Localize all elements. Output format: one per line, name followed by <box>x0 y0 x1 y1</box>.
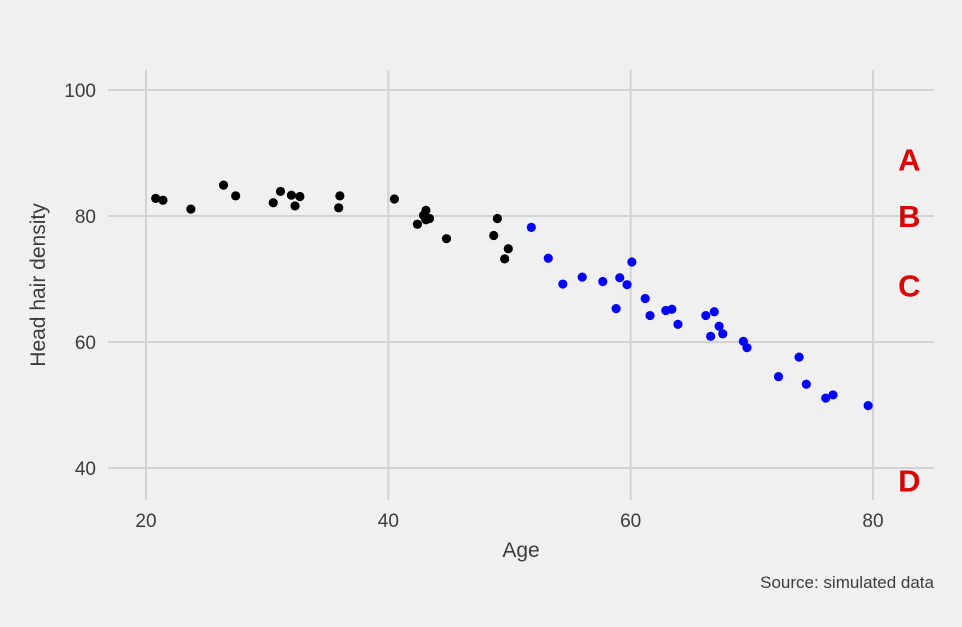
data-point <box>186 204 196 214</box>
data-point <box>412 219 423 229</box>
data-point <box>290 201 300 211</box>
y-axis-title: Head hair density <box>27 203 50 367</box>
data-point <box>526 222 536 232</box>
grid <box>108 70 934 500</box>
data-point <box>667 304 677 314</box>
x-tick-label: 60 <box>620 511 641 532</box>
x-axis-title: Age <box>502 539 539 562</box>
data-point <box>158 195 168 205</box>
data-point <box>268 198 278 208</box>
data-point <box>701 310 711 321</box>
data-point <box>218 180 229 190</box>
data-point <box>615 273 625 283</box>
annotation-label: C <box>898 268 920 303</box>
data-point <box>421 205 431 215</box>
data-point <box>503 244 513 254</box>
data-point <box>611 304 621 314</box>
data-point <box>773 372 784 382</box>
data-point <box>640 293 650 304</box>
data-point <box>577 272 587 282</box>
data-point <box>622 280 632 290</box>
data-point <box>424 213 435 224</box>
annotation-label: D <box>898 464 920 499</box>
data-point <box>295 191 305 202</box>
annotation-label: A <box>898 142 920 177</box>
x-tick-label: 20 <box>135 511 156 532</box>
source-caption: Source: simulated data <box>760 573 934 592</box>
data-point <box>863 401 873 411</box>
data-point <box>543 253 553 263</box>
x-tick-label: 40 <box>378 511 399 532</box>
y-tick-label: 40 <box>75 459 96 480</box>
data-point <box>714 321 724 331</box>
data-point <box>441 234 452 244</box>
data-point <box>828 390 838 400</box>
data-point <box>801 379 811 389</box>
y-tick-label: 80 <box>75 207 96 228</box>
data-point <box>673 319 683 329</box>
data-point <box>706 331 716 341</box>
data-point <box>709 307 719 317</box>
data-point <box>334 203 344 213</box>
y-tick-label: 60 <box>75 333 96 354</box>
data-point <box>598 276 608 287</box>
data-point <box>627 257 637 267</box>
data-point <box>718 329 728 339</box>
data-point <box>275 186 286 197</box>
annotations: ABC D <box>898 142 920 498</box>
data-points <box>151 180 873 411</box>
data-point <box>558 279 568 289</box>
data-point <box>231 191 241 201</box>
x-tick-label: 80 <box>862 511 883 532</box>
annotation-label: B <box>898 199 920 234</box>
data-point <box>742 343 752 353</box>
y-tick-label: 100 <box>64 81 96 102</box>
data-point <box>489 230 499 241</box>
data-point <box>821 393 831 403</box>
data-point <box>645 310 655 321</box>
tick-labels: 20 40 60 80 40 60 80 100 <box>64 81 883 532</box>
data-point <box>335 191 345 201</box>
data-point <box>794 352 804 362</box>
data-point <box>389 194 399 204</box>
data-point <box>286 190 296 200</box>
data-point <box>492 213 502 224</box>
data-point <box>151 193 161 203</box>
data-point <box>500 254 510 264</box>
